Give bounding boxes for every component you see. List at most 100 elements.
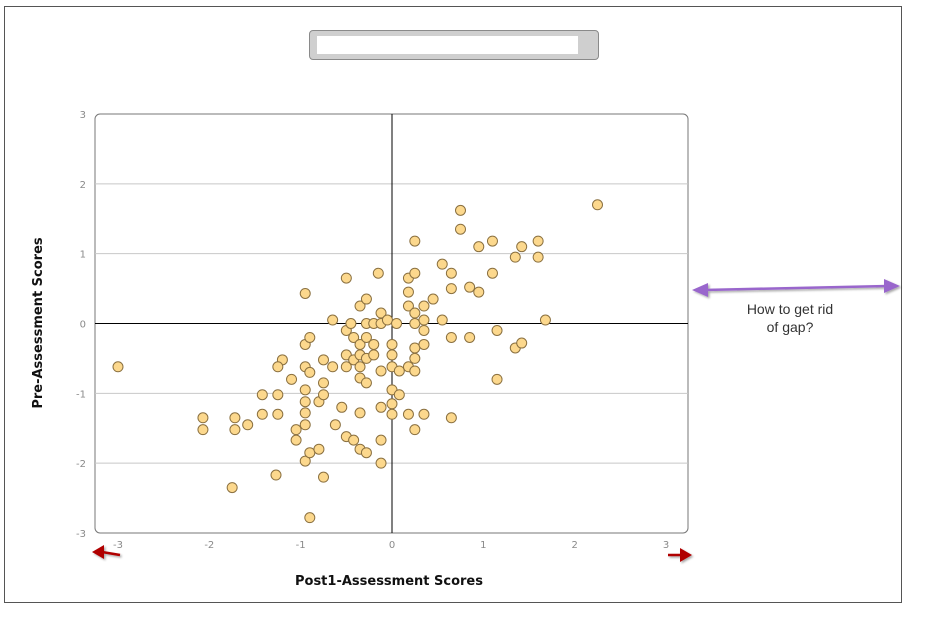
data-point bbox=[354, 338, 366, 350]
chart-title-field bbox=[317, 36, 578, 54]
data-point bbox=[532, 251, 544, 263]
data-point bbox=[386, 408, 398, 420]
data-point bbox=[299, 419, 311, 431]
chart-title-box bbox=[309, 30, 599, 60]
data-point bbox=[418, 314, 430, 326]
data-point bbox=[290, 434, 302, 446]
data-point bbox=[340, 272, 352, 284]
data-point bbox=[436, 314, 448, 326]
data-point bbox=[409, 365, 421, 377]
data-point bbox=[318, 377, 329, 389]
data-point bbox=[409, 424, 421, 436]
data-point bbox=[491, 373, 503, 385]
annotation-line-2: of gap? bbox=[767, 319, 814, 335]
data-point bbox=[318, 354, 329, 366]
annotation-line-1: How to get rid bbox=[747, 301, 833, 317]
data-point bbox=[197, 412, 209, 424]
data-point bbox=[532, 235, 544, 247]
y-tick-label: -2 bbox=[76, 459, 86, 470]
x-tick-label: -2 bbox=[204, 540, 214, 551]
data-point bbox=[354, 407, 366, 419]
data-point bbox=[491, 324, 503, 336]
data-point bbox=[473, 241, 485, 253]
data-point bbox=[391, 318, 403, 329]
y-axis-title: Pre-Assessment Scores bbox=[31, 237, 46, 409]
data-point bbox=[327, 314, 339, 326]
data-point bbox=[299, 287, 311, 299]
data-point bbox=[409, 352, 421, 364]
data-point bbox=[386, 398, 398, 410]
data-point bbox=[360, 447, 372, 459]
data-point bbox=[229, 412, 241, 424]
data-point bbox=[348, 434, 360, 446]
data-point bbox=[455, 204, 466, 216]
data-point bbox=[256, 408, 268, 420]
y-tick-labels: 3 2 1 0 -1 -2 -3 bbox=[76, 110, 86, 540]
right-edge-arrow-icon bbox=[668, 548, 692, 562]
data-point bbox=[393, 365, 405, 377]
data-point bbox=[340, 361, 352, 373]
y-tick-label: 1 bbox=[80, 250, 86, 261]
data-point bbox=[375, 457, 387, 469]
data-point bbox=[386, 349, 398, 361]
left-edge-arrow-icon bbox=[92, 545, 121, 559]
data-point bbox=[409, 307, 421, 319]
x-tick-label: 2 bbox=[571, 540, 577, 551]
data-point bbox=[427, 293, 439, 305]
data-point bbox=[368, 349, 380, 361]
y-tick-label: -1 bbox=[76, 389, 86, 400]
data-point bbox=[409, 267, 421, 279]
data-point bbox=[409, 342, 421, 354]
gap-arrow-icon bbox=[692, 279, 900, 297]
data-point bbox=[304, 512, 316, 524]
data-point bbox=[345, 318, 357, 329]
data-point bbox=[418, 324, 430, 336]
data-point bbox=[473, 286, 485, 298]
data-point bbox=[539, 314, 551, 326]
data-point bbox=[272, 408, 284, 420]
data-point bbox=[418, 408, 430, 420]
data-point bbox=[375, 365, 387, 377]
data-point bbox=[313, 443, 325, 455]
data-point bbox=[486, 235, 498, 247]
data-point bbox=[299, 384, 311, 396]
x-tick-label: -1 bbox=[296, 540, 306, 551]
data-point bbox=[464, 331, 476, 343]
data-point bbox=[402, 286, 414, 298]
x-tick-label: -3 bbox=[113, 540, 123, 551]
data-point bbox=[286, 373, 298, 385]
data-point bbox=[256, 389, 268, 401]
y-tick-label: 3 bbox=[80, 110, 86, 121]
data-point bbox=[509, 251, 521, 263]
data-point bbox=[197, 424, 209, 436]
data-point bbox=[304, 447, 316, 459]
x-tick-label: 3 bbox=[663, 540, 669, 551]
data-point bbox=[393, 389, 405, 401]
data-point bbox=[354, 361, 366, 373]
data-point bbox=[360, 293, 372, 305]
data-point bbox=[402, 300, 414, 312]
data-point bbox=[336, 401, 348, 413]
data-point bbox=[290, 424, 302, 436]
x-tick-labels: -3 -2 -1 0 1 2 3 bbox=[113, 540, 669, 551]
data-point bbox=[272, 361, 284, 373]
y-tick-label: 0 bbox=[80, 320, 86, 331]
x-axis-title: Post1-Assessment Scores bbox=[295, 574, 483, 589]
x-tick-label: 0 bbox=[389, 540, 395, 551]
data-point bbox=[329, 419, 341, 431]
y-tick-label: -3 bbox=[76, 529, 86, 540]
data-point bbox=[272, 389, 284, 401]
data-point bbox=[375, 401, 387, 413]
x-tick-label: 1 bbox=[480, 540, 486, 551]
data-point bbox=[381, 314, 393, 326]
data-point bbox=[229, 424, 241, 436]
data-point bbox=[242, 419, 254, 431]
data-point bbox=[318, 471, 329, 483]
y-tick-label: 2 bbox=[80, 180, 86, 191]
data-point bbox=[304, 331, 316, 343]
data-point bbox=[299, 455, 311, 467]
data-point bbox=[304, 366, 316, 378]
data-point bbox=[354, 300, 366, 312]
data-point bbox=[360, 331, 372, 343]
